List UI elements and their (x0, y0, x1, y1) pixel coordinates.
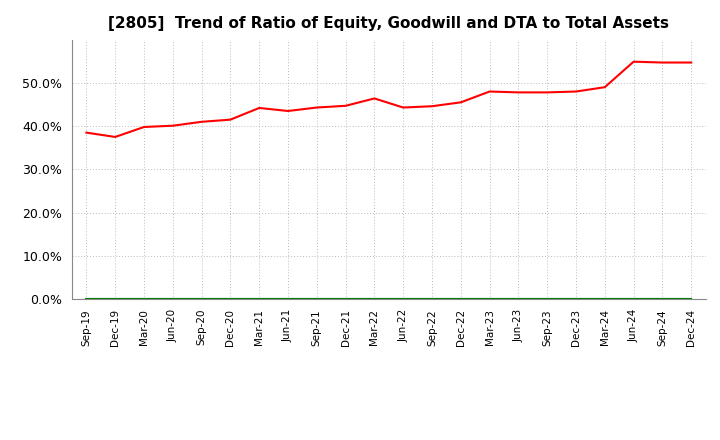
Goodwill (514, 297, 523, 302)
Equity (600, 84, 609, 90)
Goodwill (82, 297, 91, 302)
Goodwill (140, 297, 148, 302)
Title: [2805]  Trend of Ratio of Equity, Goodwill and DTA to Total Assets: [2805] Trend of Ratio of Equity, Goodwil… (108, 16, 670, 32)
Goodwill (197, 297, 206, 302)
Equity (370, 96, 379, 101)
Deferred Tax Assets (572, 297, 580, 302)
Goodwill (399, 297, 408, 302)
Goodwill (428, 297, 436, 302)
Equity (658, 60, 667, 65)
Deferred Tax Assets (255, 297, 264, 302)
Equity (197, 119, 206, 125)
Equity (428, 103, 436, 109)
Equity (543, 90, 552, 95)
Equity (312, 105, 321, 110)
Equity (629, 59, 638, 64)
Equity (514, 90, 523, 95)
Equity (572, 89, 580, 94)
Deferred Tax Assets (543, 297, 552, 302)
Deferred Tax Assets (456, 297, 465, 302)
Deferred Tax Assets (687, 297, 696, 302)
Deferred Tax Assets (514, 297, 523, 302)
Goodwill (370, 297, 379, 302)
Goodwill (284, 297, 292, 302)
Equity (168, 123, 177, 128)
Deferred Tax Assets (485, 297, 494, 302)
Goodwill (255, 297, 264, 302)
Goodwill (341, 297, 350, 302)
Goodwill (572, 297, 580, 302)
Deferred Tax Assets (629, 297, 638, 302)
Deferred Tax Assets (82, 297, 91, 302)
Equity (284, 108, 292, 114)
Goodwill (111, 297, 120, 302)
Goodwill (543, 297, 552, 302)
Goodwill (658, 297, 667, 302)
Deferred Tax Assets (370, 297, 379, 302)
Goodwill (312, 297, 321, 302)
Deferred Tax Assets (168, 297, 177, 302)
Deferred Tax Assets (428, 297, 436, 302)
Equity (399, 105, 408, 110)
Equity (255, 105, 264, 110)
Deferred Tax Assets (140, 297, 148, 302)
Goodwill (629, 297, 638, 302)
Deferred Tax Assets (658, 297, 667, 302)
Equity (140, 125, 148, 130)
Deferred Tax Assets (284, 297, 292, 302)
Deferred Tax Assets (197, 297, 206, 302)
Equity (687, 60, 696, 65)
Equity (226, 117, 235, 122)
Goodwill (456, 297, 465, 302)
Goodwill (168, 297, 177, 302)
Goodwill (687, 297, 696, 302)
Line: Equity: Equity (86, 62, 691, 137)
Equity (456, 100, 465, 105)
Deferred Tax Assets (399, 297, 408, 302)
Equity (82, 130, 91, 135)
Goodwill (226, 297, 235, 302)
Deferred Tax Assets (600, 297, 609, 302)
Deferred Tax Assets (226, 297, 235, 302)
Deferred Tax Assets (111, 297, 120, 302)
Goodwill (485, 297, 494, 302)
Equity (485, 89, 494, 94)
Goodwill (600, 297, 609, 302)
Equity (341, 103, 350, 108)
Equity (111, 134, 120, 139)
Deferred Tax Assets (312, 297, 321, 302)
Deferred Tax Assets (341, 297, 350, 302)
